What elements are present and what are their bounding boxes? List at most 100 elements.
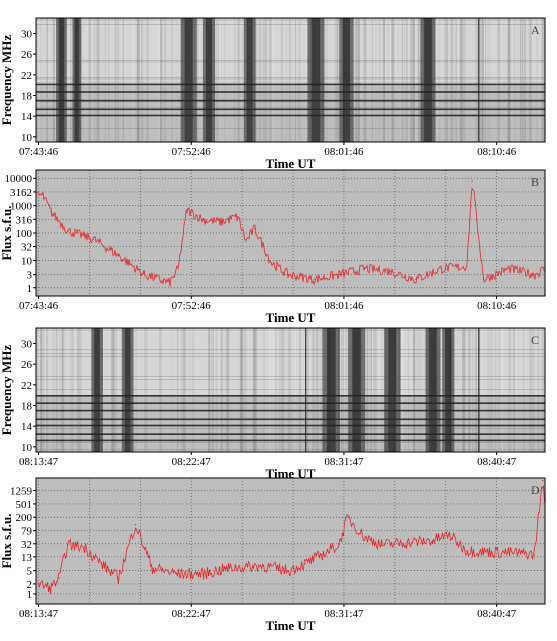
flux-data-point: [415, 278, 417, 281]
y-tick-label: 32: [21, 242, 32, 254]
y-tick-label: 32: [21, 539, 32, 551]
flux-data-point: [338, 274, 340, 276]
y-tick-label: 18: [21, 91, 33, 103]
flux-data-point: [508, 268, 510, 270]
y-tick-label: 501: [16, 499, 33, 511]
y-tick-label: 30: [21, 29, 33, 41]
y-tick-label: 1: [27, 589, 33, 601]
flux-data-point: [516, 552, 518, 554]
flux-data-point: [254, 227, 256, 229]
y-tick-label: 10: [21, 132, 33, 144]
spectrogram-image: [36, 328, 545, 452]
y-tick-label: 22: [21, 380, 32, 392]
y-tick-label: 14: [21, 421, 33, 433]
x-tick-label: 07:43:46: [19, 300, 59, 312]
x-tick-label: 07:52:46: [172, 146, 212, 158]
flux-data-point: [364, 536, 366, 538]
y-tick-label: 26: [21, 49, 33, 61]
flux-data-point: [50, 211, 52, 213]
y-axis-label: Flux s.f.u.: [0, 514, 14, 569]
y-tick-label: 13: [21, 552, 33, 564]
flux-data-point: [228, 567, 230, 569]
flux-data-point: [533, 554, 535, 556]
flux-data-point: [542, 480, 544, 482]
y-tick-label: 1000: [10, 201, 33, 213]
panel-letter: B: [531, 175, 539, 189]
flux-data-point: [177, 573, 179, 575]
flux-data-point: [220, 221, 222, 223]
y-tick-label: 10: [21, 442, 33, 454]
flux-data-point: [347, 516, 349, 518]
flux-data-point: [84, 546, 86, 548]
flux-data-point: [338, 544, 340, 546]
panel-letter: D: [531, 483, 540, 497]
y-tick-label: 10: [21, 255, 33, 267]
flux-data-point: [67, 544, 69, 546]
flux-data-point: [321, 554, 323, 556]
panel-a: 10 14 18 22 26 30 07:43:46 07:52:46 08:01:46 08:1…: [0, 17, 546, 171]
y-tick-label: 100: [16, 228, 33, 240]
panel-letter: A: [531, 23, 540, 37]
y-tick-label: 79: [21, 526, 33, 538]
y-tick-label: 3: [27, 270, 33, 282]
flux-data-point: [177, 268, 179, 270]
flux-data-point: [134, 524, 137, 526]
flux-data-point: [287, 570, 289, 572]
flux-data-point: [448, 534, 450, 536]
x-axis-label: Time UT: [266, 466, 316, 481]
x-axis-label: Time UT: [266, 310, 316, 325]
flux-data-point: [466, 265, 468, 268]
flux-data-point: [491, 551, 493, 553]
x-tick-label: 08:01:46: [324, 300, 364, 312]
flux-data-point: [41, 194, 44, 196]
flux-data-point: [389, 270, 391, 272]
panel-c: 10 14 18 22 26 30 08:13:47 08:22:47 08:31:47 08:4…: [0, 327, 546, 481]
spectrogram-image: [36, 18, 545, 142]
flux-data-point: [431, 539, 434, 542]
x-tick-label: 08:31:47: [324, 608, 364, 620]
y-tick-label: 1: [27, 283, 33, 295]
y-tick-label: 200: [16, 512, 33, 524]
x-tick-label: 08:01:46: [324, 146, 364, 158]
y-tick-label: 10000: [5, 173, 33, 185]
flux-data-point: [364, 268, 366, 270]
flux-data-point: [406, 541, 408, 544]
y-axis-label: Frequency MHz: [0, 345, 14, 436]
y-tick-label: 5: [27, 566, 33, 578]
flux-data-point: [381, 544, 383, 546]
x-tick-label: 08:13:47: [19, 456, 59, 468]
flux-data-point: [37, 583, 40, 585]
flux-data-point: [304, 563, 306, 565]
x-tick-label: 07:43:46: [19, 146, 59, 158]
y-tick-label: 1259: [10, 486, 33, 498]
x-tick-label: 08:22:47: [172, 608, 212, 620]
flux-data-point: [203, 219, 205, 221]
flux-data-point: [237, 215, 239, 218]
flux-data-point: [67, 230, 69, 232]
flux-data-point: [58, 577, 60, 579]
x-tick-label: 08:10:46: [477, 146, 517, 158]
x-tick-label: 08:13:47: [19, 608, 59, 620]
y-tick-label: 3162: [10, 187, 32, 199]
y-tick-label: 14: [21, 111, 33, 123]
flux-data-point: [262, 565, 264, 567]
flux-data-point: [471, 180, 473, 182]
flux-data-point: [533, 274, 536, 276]
flux-data-point: [440, 268, 442, 270]
flux-data-point: [202, 573, 204, 575]
x-tick-label: 07:52:46: [172, 300, 212, 312]
flux-data-point: [143, 274, 145, 276]
flux-data-point: [271, 262, 273, 264]
x-tick-label: 08:40:47: [477, 608, 517, 620]
y-tick-label: 30: [21, 339, 33, 351]
flux-data-point: [118, 255, 120, 257]
y-tick-label: 316: [16, 214, 33, 226]
y-tick-label: 2: [27, 579, 33, 591]
flux-series-line: [35, 187, 545, 287]
flux-data-point: [151, 567, 154, 569]
flux-series-line: [38, 485, 545, 594]
